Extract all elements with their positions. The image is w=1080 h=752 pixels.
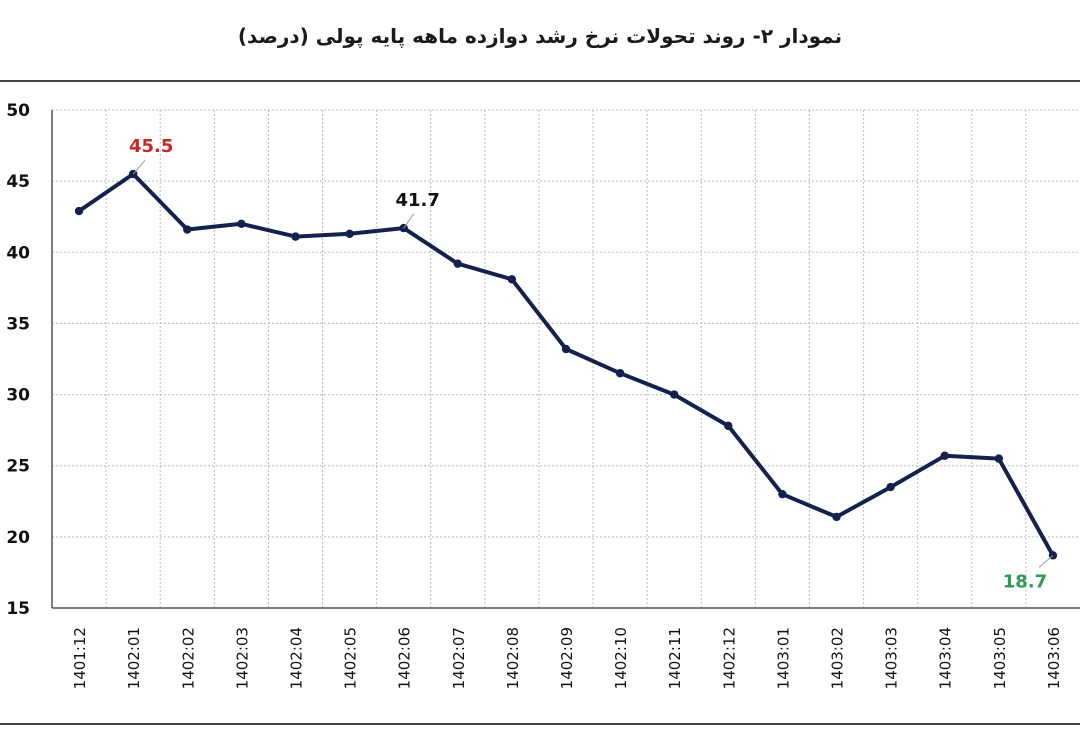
axes [51, 110, 1080, 609]
x-tick-label: 1402:12 [720, 627, 738, 689]
data-point [615, 369, 625, 378]
y-tick-label: 25 [6, 457, 30, 477]
data-labels: 45.5 41.7 18.7 [129, 136, 1054, 592]
data-point [724, 421, 733, 431]
data-point [940, 451, 949, 460]
data-point [291, 232, 300, 241]
y-tick-label: 40 [6, 243, 30, 263]
x-tick-label: 1403:04 [937, 627, 955, 689]
y-tick-label: 35 [6, 314, 30, 334]
bottom-rule [0, 723, 1080, 725]
x-tick-label: 1403:06 [1045, 627, 1063, 689]
data-point [507, 275, 517, 284]
data-point [832, 512, 841, 522]
data-point [778, 489, 787, 499]
data-label: 41.7 [395, 190, 439, 211]
data-point [886, 482, 895, 492]
x-tick-label: 1403:01 [774, 627, 792, 689]
x-tick-label: 1402:10 [612, 627, 630, 689]
data-point [237, 219, 246, 229]
label-leader-line [1038, 554, 1054, 568]
series-line [77, 172, 1055, 558]
data-points [74, 169, 1058, 560]
data-point [670, 390, 679, 399]
x-tick-label: 1402:11 [666, 627, 684, 689]
y-tick-labels: 15 20 25 30 35 40 45 50 [6, 101, 30, 619]
x-tick-label: 1402:08 [504, 627, 522, 689]
x-tick-label: 1403:05 [991, 627, 1009, 689]
x-tick-label: 1402:06 [396, 627, 414, 689]
x-tick-label: 1401:12 [71, 627, 89, 689]
data-point [183, 225, 192, 234]
x-tick-labels: 1401:12 1402:01 1402:02 1402:03 1402:04 1402:… [71, 627, 1063, 689]
data-point [994, 454, 1004, 463]
x-tick-label: 1402:01 [125, 627, 143, 689]
y-tick-label: 15 [6, 599, 30, 619]
y-tick-label: 30 [6, 386, 30, 406]
label-leader-line [132, 159, 146, 175]
gridlines [52, 109, 1080, 608]
y-tick-label: 50 [6, 101, 30, 121]
x-tick-label: 1402:07 [450, 627, 468, 689]
label-leader-line [403, 213, 415, 229]
top-rule [0, 80, 1080, 82]
x-tick-label: 1403:02 [829, 627, 847, 689]
data-point [561, 344, 571, 354]
x-tick-label: 1402:02 [179, 627, 197, 689]
x-tick-label: 1402:09 [558, 627, 576, 689]
data-point [453, 259, 462, 268]
data-point [345, 229, 354, 238]
x-tick-label: 1402:05 [342, 627, 360, 689]
series-line [77, 172, 1055, 558]
data-label: 45.5 [129, 136, 173, 157]
x-tick-label: 1402:03 [233, 627, 251, 689]
data-label: 18.7 [1003, 571, 1047, 592]
x-tick-label: 1402:04 [287, 627, 305, 689]
data-point [74, 206, 84, 216]
x-tick-label: 1403:03 [883, 627, 901, 689]
y-tick-label: 45 [6, 172, 30, 192]
y-tick-label: 20 [6, 528, 30, 548]
chart-title: نمودار ۲- روند تحولات نرخ رشد دوازده ماه… [237, 24, 843, 48]
